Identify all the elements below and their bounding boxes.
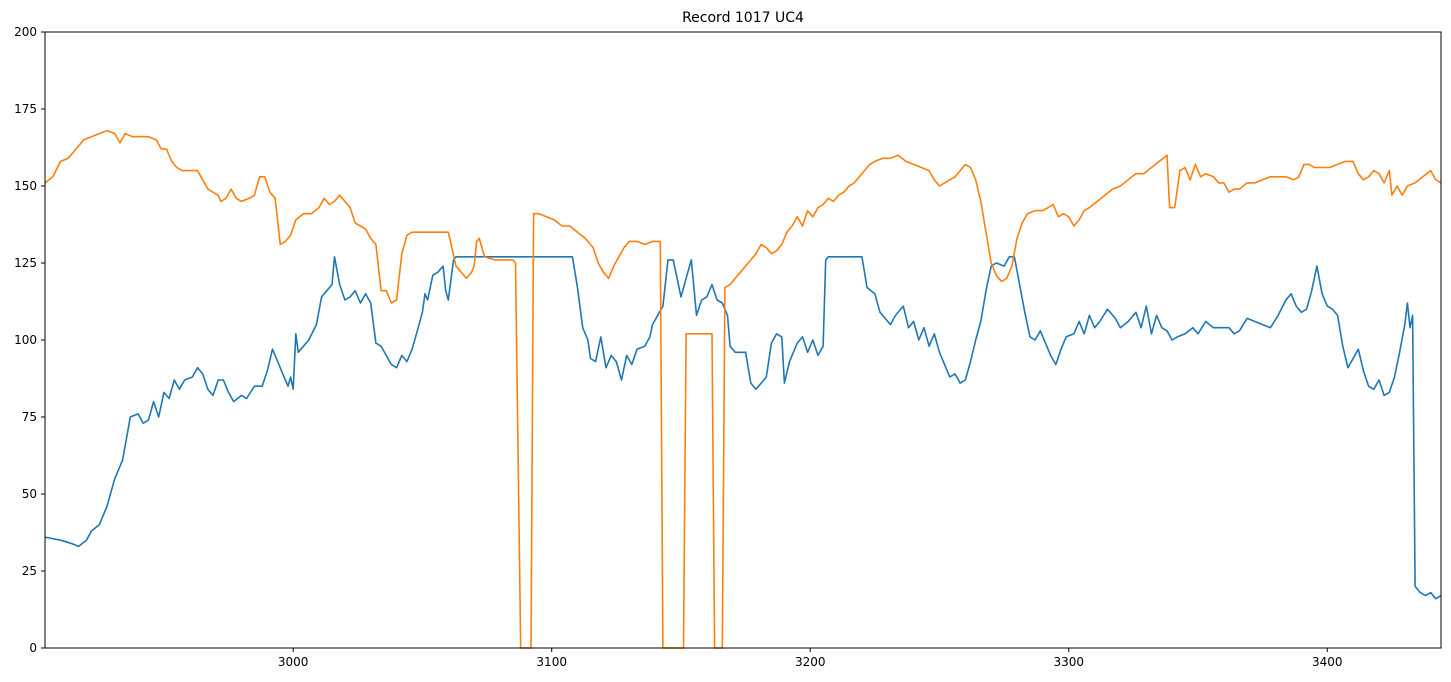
x-tick-label: 3400 — [1312, 655, 1343, 669]
y-tick-label: 125 — [14, 256, 37, 270]
y-tick-label: 100 — [14, 333, 37, 347]
y-tick-label: 175 — [14, 102, 37, 116]
x-axis: 3000 3100 3200 3300 3400 — [278, 648, 1343, 669]
series-layer — [44, 129, 1442, 649]
series-line-1 — [44, 255, 1442, 600]
series-line-2 — [44, 129, 1442, 649]
x-tick-label: 3000 — [278, 655, 309, 669]
y-tick-label: 75 — [22, 410, 37, 424]
chart-title: Record 1017 UC4 — [682, 10, 804, 26]
x-tick-label: 3200 — [795, 655, 826, 669]
x-tick-label: 3300 — [1053, 655, 1084, 669]
y-axis: 0 25 50 75 100 125 150 175 200 — [14, 25, 45, 655]
y-tick-label: 0 — [29, 641, 37, 655]
y-tick-label: 150 — [14, 179, 37, 193]
y-tick-label: 50 — [22, 487, 37, 501]
x-tick-label: 3100 — [536, 655, 567, 669]
y-tick-label: 200 — [14, 25, 37, 39]
y-tick-label: 25 — [22, 564, 37, 578]
